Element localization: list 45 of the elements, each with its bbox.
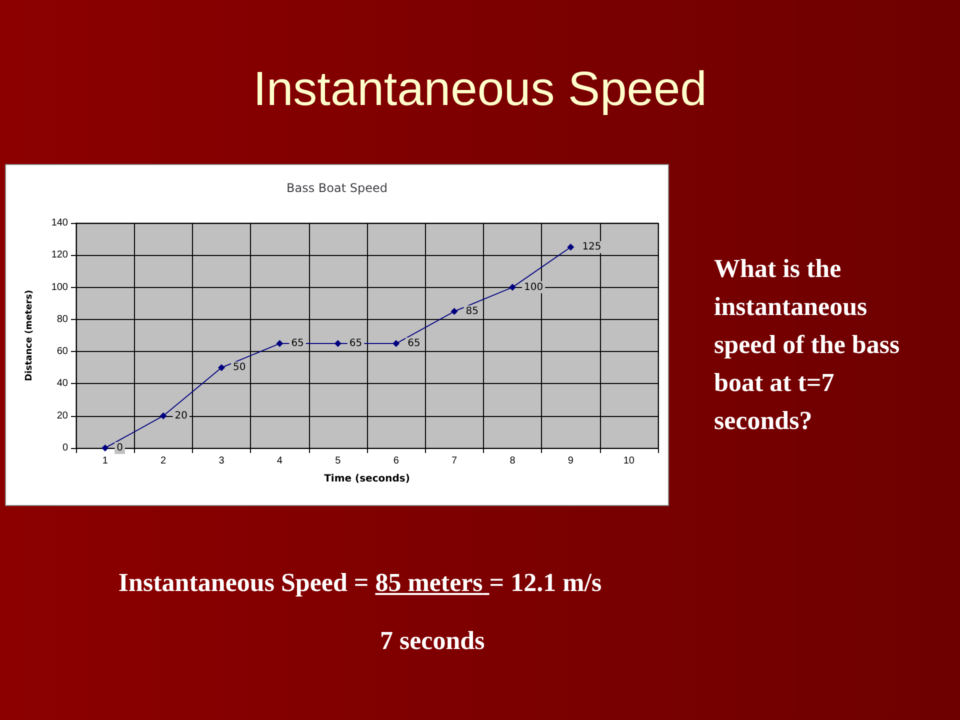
- x-tick-label: 8: [510, 456, 516, 466]
- point: [392, 340, 400, 348]
- x-tick-label: 1: [102, 456, 108, 466]
- x-tick-label: 10: [623, 456, 635, 466]
- y-axis-title: Distance (meters): [24, 290, 34, 382]
- point: [509, 284, 516, 291]
- y-tick-label: 20: [56, 410, 68, 422]
- text: What is the instantaneous speed of the bass boat at t=7 seconds?: [714, 253, 901, 437]
- point: [450, 308, 458, 315]
- y-tick-label: 100: [51, 282, 68, 293]
- y-tick-label: 40: [56, 378, 68, 390]
- data-label: 20: [174, 410, 188, 422]
- y-tick-label: 140: [51, 218, 68, 228]
- y-tick-label: 120: [51, 250, 68, 261]
- data-label: 125: [582, 242, 602, 253]
- point: [334, 340, 342, 348]
- x-axis-title: Time (seconds): [324, 474, 410, 484]
- text: Instantaneous Speed =: [118, 568, 370, 597]
- x-tick-label: 9: [568, 456, 574, 466]
- point: [218, 364, 225, 372]
- x-tick-label: 3: [218, 456, 225, 466]
- data-label: 65: [349, 338, 362, 350]
- point: [102, 444, 109, 452]
- y-tick-label: 80: [56, 314, 68, 325]
- text: 85 meters: [375, 568, 484, 597]
- x-tick-label: 2: [160, 456, 167, 466]
- data-label: 0: [116, 442, 123, 454]
- point: [567, 244, 574, 251]
- text: 7 seconds: [380, 626, 485, 656]
- x-tick-label: 4: [276, 456, 283, 466]
- text: = 12.1 m/s: [489, 568, 602, 597]
- y-tick-label: 60: [56, 346, 68, 358]
- point: [276, 340, 284, 348]
- chart-title: Instantaneous Speed: [252, 62, 708, 117]
- data-label: 65: [408, 338, 420, 350]
- data-label: 85: [466, 306, 479, 317]
- x-tick-label: 6: [393, 456, 400, 466]
- chart-subtitle: Bass Boat Speed: [286, 181, 388, 195]
- data-label: 65: [291, 338, 304, 350]
- data-label: 100: [524, 282, 544, 293]
- y-tick-label: 0: [62, 442, 68, 454]
- x-tick-label: 5: [335, 456, 342, 466]
- data-label: 50: [233, 362, 246, 374]
- x-tick-label: 7: [452, 456, 458, 466]
- point: [160, 412, 167, 420]
